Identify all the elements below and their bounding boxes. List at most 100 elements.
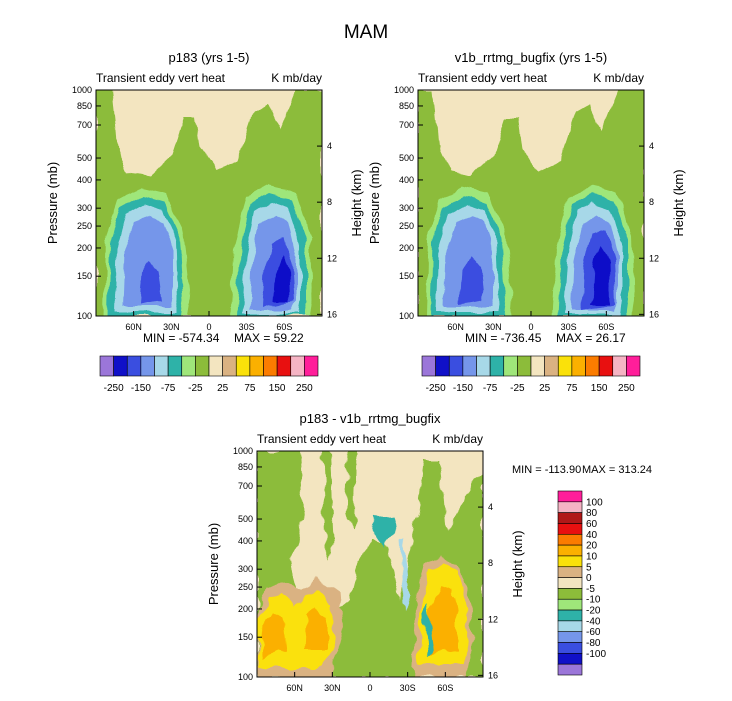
panel-2-colorbar-label-4: 25 (539, 383, 551, 394)
panel-1-ytick-label-7: 700 (77, 120, 92, 130)
panel-3-colorbar-label-6: 5 (586, 562, 592, 573)
panel-2-colorbar-swatch-1 (435, 355, 450, 377)
panel-3-colorbar-swatch-16 (557, 663, 583, 676)
panel-1-colorbar-swatch-4 (154, 355, 169, 377)
panel-1-colorbar-swatch-8 (208, 355, 223, 377)
panel-1-ytick-label-4: 300 (77, 203, 92, 213)
panel-3: p183 - v1b_rrtmg_bugfix Transient eddy v… (206, 411, 652, 693)
panel-3-colorbar-label-1: 80 (586, 508, 598, 519)
panel-2-colorbar-swatch-9 (544, 355, 559, 377)
panel-3-ytick-label-7: 700 (238, 481, 253, 491)
panel-3-ylabel-right: Height (km) (510, 530, 525, 597)
panel-1-xtick-label-2: 0 (206, 322, 211, 332)
panel-3-ytick-right-label-3: 4 (488, 502, 493, 512)
panel-1-xtick-label-1: 30N (163, 322, 180, 332)
panel-2-ytick-label-5: 400 (399, 175, 414, 185)
panel-2-colorbar-swatch-6 (503, 355, 518, 377)
panel-3-colorbar-label-5: 10 (586, 551, 598, 562)
panel-3-colorbar-swatch-4 (557, 533, 583, 546)
panel-1-colorbar-label-6: 150 (269, 383, 286, 394)
panel-2-colorbar-label-1: -150 (453, 383, 473, 394)
panel-2-colorbar-swatch-4 (476, 355, 491, 377)
panel-1-colorbar-label-0: -250 (104, 383, 124, 394)
panel-3-right-subtitle: K mb/day (432, 432, 483, 446)
panel-1-colorbar-swatch-5 (167, 355, 183, 377)
panel-3-colorbar-label-11: -40 (586, 616, 601, 627)
panel-2-colorbar-swatch-12 (585, 355, 600, 377)
panel-1-title: p183 (yrs 1-5) (169, 50, 250, 65)
panel-1-colorbar-label-1: -150 (131, 383, 151, 394)
panel-2-ytick-label-1: 150 (399, 271, 414, 281)
panel-3-ytick-right-label-2: 8 (488, 558, 493, 568)
panel-3-ytick-label-4: 300 (238, 564, 253, 574)
panel-2-colorbar-label-5: 75 (566, 383, 578, 394)
panel-1-ytick-right-label-2: 8 (327, 197, 332, 207)
panel-1-colorbar-swatch-7 (195, 355, 210, 377)
panel-3-xtick-label-0: 60N (286, 683, 303, 693)
panel-3-colorbar-swatch-6 (557, 555, 583, 568)
panel-2-dark-blue-right (592, 246, 610, 304)
panel-1-max-label: MAX = 59.22 (234, 331, 304, 345)
panel-2: v1b_rrtmg_bugfix (yrs 1-5) Transient edd… (367, 50, 686, 394)
panel-3-colorbar-swatch-11 (557, 609, 583, 622)
panel-3-ytick-label-5: 400 (238, 536, 253, 546)
panel-2-ytick-label-9: 1000 (394, 85, 414, 95)
panel-2-left-axis: 100 150 200 250 300 400 500 700 850 1000 (394, 85, 423, 321)
panel-1-colorbar-swatch-12 (263, 355, 278, 377)
panel-3-teal-stripe (424, 604, 434, 656)
panel-2-colorbar-swatch-0 (421, 355, 436, 377)
panel-1-ytick-right-label-3: 4 (327, 141, 332, 151)
panel-3-ytick-label-0: 100 (238, 672, 253, 682)
panel-3-colorbar-swatch-7 (557, 566, 583, 578)
panel-2-colorbar-swatch-5 (489, 355, 505, 377)
panel-1-contours (96, 90, 322, 316)
panel-3-xtick-label-3: 30S (400, 683, 416, 693)
panel-3-colorbar-swatch-5 (557, 544, 583, 557)
panel-1-dark-blue-right (274, 256, 290, 302)
panel-1-ylabel-right: Height (km) (349, 169, 364, 236)
panel-2-ytick-label-2: 200 (399, 243, 414, 253)
panel-1-bottom-axis: 60N 30N 0 30S 60S (125, 311, 292, 332)
panel-2-ytick-right-label-1: 12 (649, 253, 659, 263)
panel-1-colorbar-swatch-3 (140, 355, 155, 377)
panel-1-right-subtitle: K mb/day (271, 71, 322, 85)
panel-3-colorbar-swatch-14 (557, 642, 583, 654)
panel-3-ytick-label-9: 1000 (233, 446, 253, 456)
panel-3-colorbar-label-7: 0 (586, 573, 592, 584)
panel-1-colorbar-swatch-10 (235, 355, 251, 377)
panel-3-teal-blob (372, 516, 396, 548)
panel-2-min-label: MIN = -736.45 (465, 331, 542, 345)
panel-2-ytick-label-3: 250 (399, 221, 414, 231)
panel-1-colorbar: -250 -150 -75 -25 25 75 150 250 (99, 355, 319, 394)
panel-1-colorbar-label-4: 25 (217, 383, 229, 394)
panel-1-ytick-label-2: 200 (77, 243, 92, 253)
panel-2-colorbar-swatch-3 (462, 355, 477, 377)
panel-3-colorbar-label-0: 100 (586, 497, 603, 508)
panel-2-colorbar-label-0: -250 (426, 383, 446, 394)
panel-2-contours (418, 90, 644, 316)
panel-2-colorbar-swatch-10 (557, 355, 573, 377)
panel-2-colorbar-swatch-14 (612, 355, 627, 377)
panel-3-green-stripe-1 (322, 451, 334, 560)
panel-2-left-subtitle: Transient eddy vert heat (418, 71, 548, 85)
panel-2-colorbar-swatch-2 (448, 355, 464, 377)
panel-3-ytick-right-label-1: 12 (488, 614, 498, 624)
panel-2-xtick-label-0: 60N (447, 322, 464, 332)
panel-3-colorbar-label-14: -100 (586, 649, 606, 660)
panel-2-xtick-label-4: 60S (598, 322, 614, 332)
panel-3-xtick-label-2: 0 (367, 683, 372, 693)
panel-2-colorbar-label-2: -75 (483, 383, 498, 394)
panel-2-ytick-right-label-2: 8 (649, 197, 654, 207)
panel-1-ytick-label-1: 150 (77, 271, 92, 281)
panel-3-colorbar-label-8: -5 (586, 584, 595, 595)
panel-2-ytick-label-4: 300 (399, 203, 414, 213)
panel-1-left-axis: 100 150 200 250 300 400 500 700 850 1000 (72, 85, 101, 321)
panel-3-xtick-label-1: 30N (324, 683, 341, 693)
panel-1-ytick-label-5: 400 (77, 175, 92, 185)
panel-3-colorbar-swatch-10 (557, 598, 583, 611)
panel-1-colorbar-swatch-2 (126, 355, 142, 377)
panel-3-colorbar-swatch-8 (557, 577, 583, 589)
panel-3-contours (257, 451, 483, 677)
